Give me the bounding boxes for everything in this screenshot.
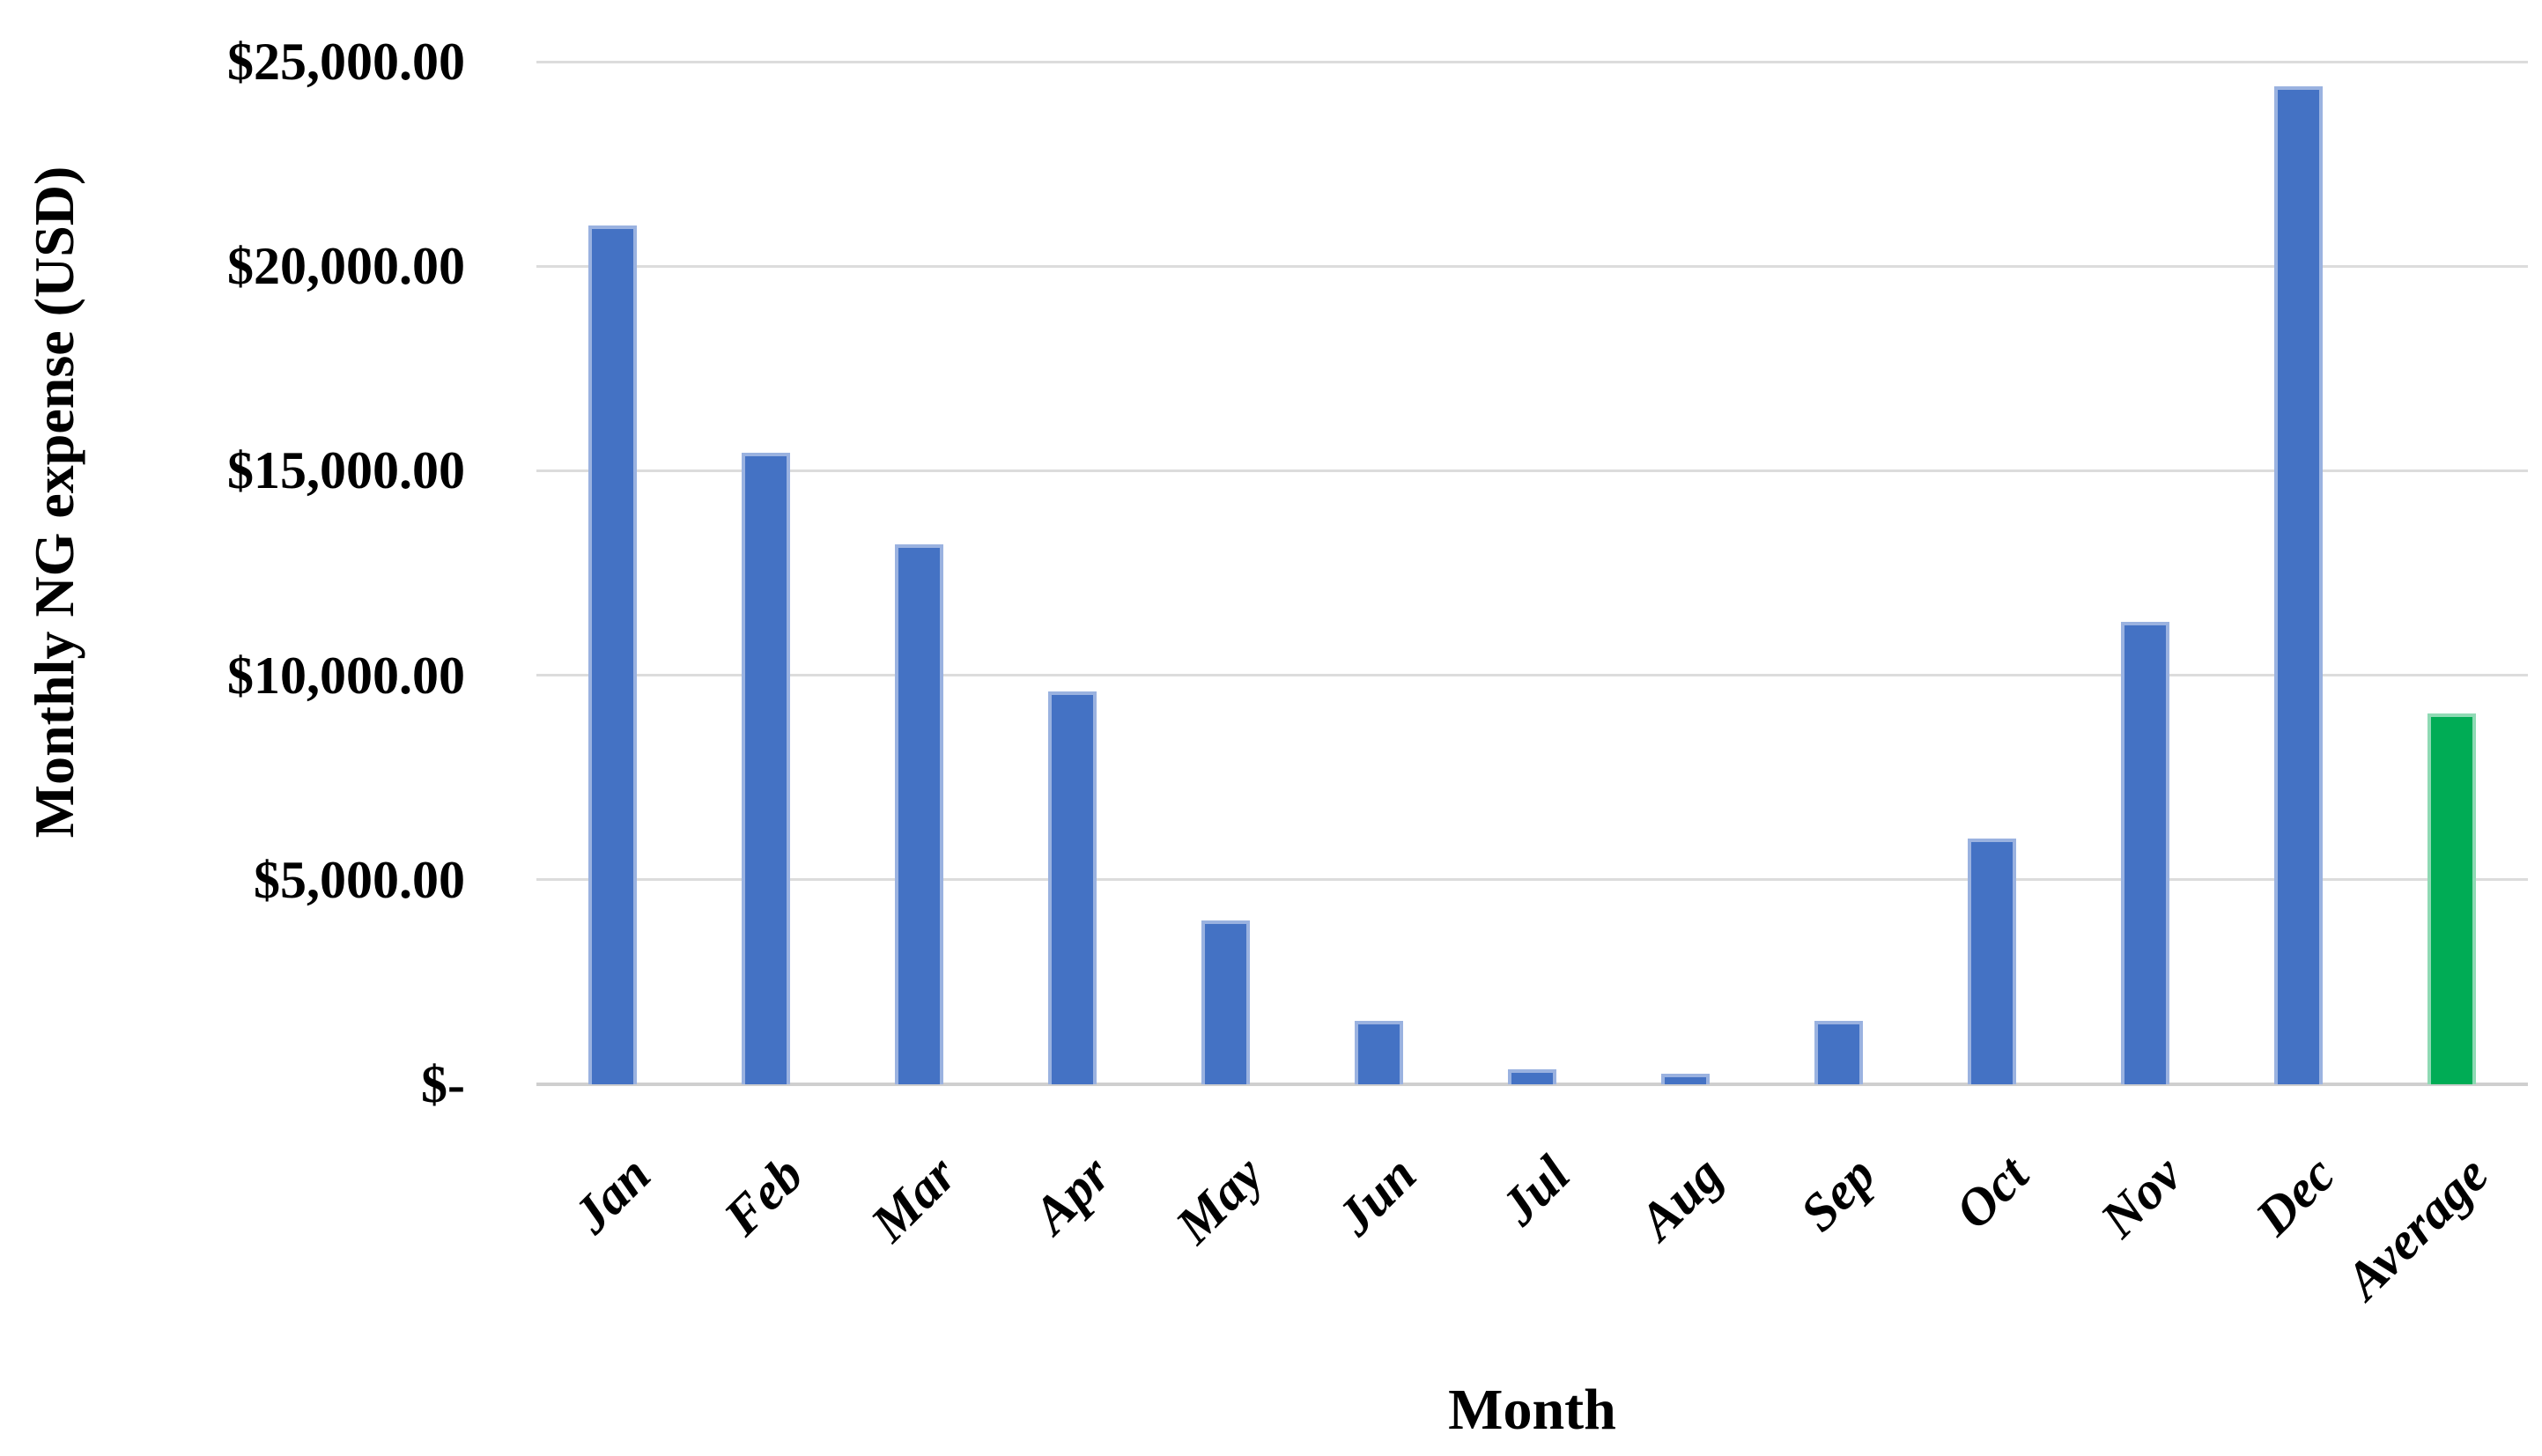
y-tick-label-25000: $25,000.00 [227,33,465,91]
x-label-dec: Dec [2244,1144,2346,1246]
x-label-nov: Nov [2089,1144,2193,1249]
gridline-10000 [536,674,2528,676]
y-tick-label-20000: $20,000.00 [227,237,465,295]
y-tick-label-10000: $10,000.00 [227,647,465,705]
bar-mar [895,544,943,1084]
x-label-aug: Aug [1627,1144,1733,1251]
bar-jan [588,225,637,1084]
x-label-apr: Apr [1021,1144,1121,1245]
gridline-5000 [536,878,2528,881]
x-label-oct: Oct [1944,1144,2040,1240]
bar-nov [2121,622,2169,1084]
bar-jun [1355,1021,1403,1084]
x-axis-title: Month [1448,1378,1616,1442]
bar-oct [1968,839,2016,1084]
x-label-sep: Sep [1789,1144,1887,1243]
bar-average [2427,713,2476,1084]
bar-sep [1814,1021,1863,1084]
bar-dec [2274,86,2323,1084]
bar-aug [1661,1074,1710,1084]
gridline-15000 [536,469,2528,472]
x-label-average: Average [2334,1144,2500,1311]
x-label-jun: Jun [1326,1144,1428,1246]
bar-may [1201,920,1250,1084]
bar-feb [742,453,790,1084]
y-tick-label-5000: $5,000.00 [254,851,465,909]
bar-jul [1508,1069,1556,1084]
gridline-20000 [536,265,2528,268]
bar-apr [1048,691,1097,1084]
x-label-mar: Mar [860,1144,968,1253]
y-tick-label-15000: $15,000.00 [227,441,465,499]
x-label-jan: Jan [561,1144,661,1245]
x-label-feb: Feb [713,1144,815,1246]
y-tick-label-0: $- [421,1055,465,1113]
x-label-may: May [1164,1144,1275,1255]
x-axis-line [536,1083,2528,1086]
x-label-jul: Jul [1489,1144,1581,1237]
gridline-25000 [536,61,2528,63]
